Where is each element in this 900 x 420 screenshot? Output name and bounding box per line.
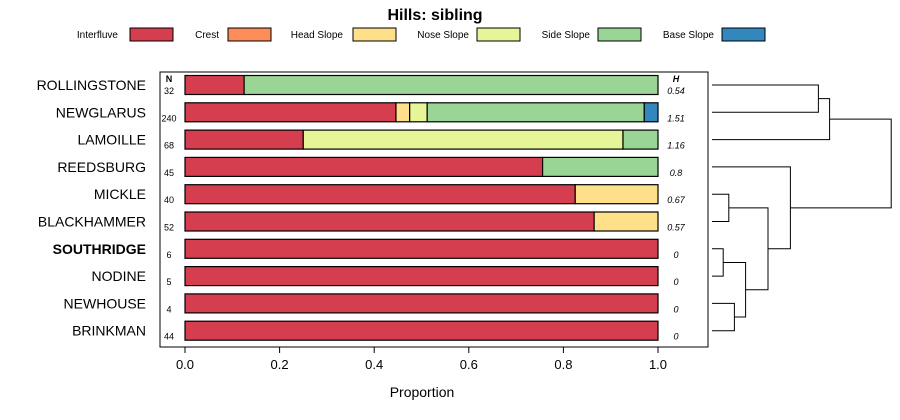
h-value: 0 <box>673 332 678 342</box>
dendrogram-link <box>712 84 819 113</box>
category-label: ROLLINGSTONE <box>37 77 146 93</box>
category-label: LAMOILLE <box>78 132 146 148</box>
bar-segment <box>184 156 544 177</box>
n-value: 40 <box>164 195 174 205</box>
x-tick-label: 0.2 <box>271 357 289 372</box>
bar-segment <box>184 129 304 150</box>
x-tick-label: 0.8 <box>554 357 572 372</box>
h-value: 0 <box>673 304 678 314</box>
n-value: 6 <box>166 250 171 260</box>
n-value: 240 <box>161 113 176 123</box>
bar-segment <box>243 74 659 96</box>
legend-swatch <box>597 27 642 42</box>
n-value: 52 <box>164 223 174 233</box>
category-label: SOUTHRIDGE <box>53 241 146 257</box>
legend-swatch <box>721 27 766 42</box>
category-label: BLACKHAMMER <box>38 214 146 230</box>
legend-label: Head Slope <box>291 30 344 41</box>
category-label: REEDSBURG <box>57 159 146 175</box>
bar-segment <box>184 266 659 287</box>
h-value: 0.54 <box>667 86 685 96</box>
legend-label: Side Slope <box>542 30 591 41</box>
n-value: 68 <box>164 141 174 151</box>
n-value: 32 <box>164 86 174 96</box>
chart-title: Hills: sibling <box>387 7 482 24</box>
n-value: 5 <box>166 277 171 287</box>
x-tick-label: 0.6 <box>460 357 478 372</box>
legend-label: Interfluve <box>77 30 119 41</box>
bar-segment <box>593 211 659 232</box>
legend-label: Nose Slope <box>417 30 469 41</box>
h-value: 0.67 <box>667 195 686 205</box>
legend-label: Crest <box>195 30 219 41</box>
bar-segment <box>574 184 659 205</box>
x-axis: 0.0 0.2 0.4 0.6 0.8 1.0 <box>176 347 667 372</box>
legend-swatch <box>476 27 521 42</box>
h-column-header: H <box>673 74 680 84</box>
bar-segment <box>622 129 659 150</box>
h-value: 0.57 <box>667 223 686 233</box>
legend-swatch <box>129 27 174 42</box>
dendrogram-link <box>712 302 735 332</box>
legend-label: Base Slope <box>663 30 715 41</box>
dendrogram-link <box>728 207 769 291</box>
legend-swatch <box>352 27 397 42</box>
dendrogram-link <box>712 193 730 222</box>
bar-segment <box>184 238 659 259</box>
dendrogram-link <box>712 248 724 277</box>
bar-segment <box>184 102 397 123</box>
category-label: BRINKMAN <box>72 323 146 339</box>
n-column-header: N <box>166 74 173 84</box>
bar-segment <box>426 102 645 123</box>
category-label: MICKLE <box>94 186 146 202</box>
bar-segment <box>302 129 624 150</box>
h-value: 0 <box>673 250 678 260</box>
bar-segment <box>184 184 576 205</box>
bar-segment <box>184 74 245 96</box>
bar-segment <box>184 211 595 232</box>
n-value: 45 <box>164 168 174 178</box>
dendrogram-link <box>712 98 831 141</box>
h-value: 0 <box>673 277 678 287</box>
bar-segment <box>643 102 659 123</box>
bar-segment <box>184 320 659 341</box>
category-label: NEWGLARUS <box>56 104 146 120</box>
n-value: 44 <box>164 332 174 342</box>
dendrogram-link <box>790 118 892 209</box>
bar-rows: ROLLINGSTONE 32 0.54 NEWGLARUS 240 1.51 LAMOIL… <box>37 74 686 342</box>
bar-segment <box>409 102 428 123</box>
h-value: 1.51 <box>667 113 685 123</box>
legend-swatch <box>227 27 272 42</box>
x-axis-label: Proportion <box>390 384 455 400</box>
bar-segment <box>541 156 659 177</box>
plot-frame <box>159 71 709 348</box>
legend: Interfluve Crest Head Slope Nose Slope Side … <box>77 27 766 42</box>
h-value: 0.8 <box>670 168 683 178</box>
category-label: NODINE <box>92 268 146 284</box>
n-value: 4 <box>166 304 171 314</box>
x-tick-label: 0.4 <box>365 357 383 372</box>
bar-segment <box>184 293 659 314</box>
category-label: NEWHOUSE <box>64 295 146 311</box>
h-value: 1.16 <box>667 141 685 151</box>
x-tick-label: 0.0 <box>176 357 194 372</box>
bar-segment <box>395 102 411 123</box>
x-tick-label: 1.0 <box>649 357 667 372</box>
dendrogram <box>712 84 892 332</box>
